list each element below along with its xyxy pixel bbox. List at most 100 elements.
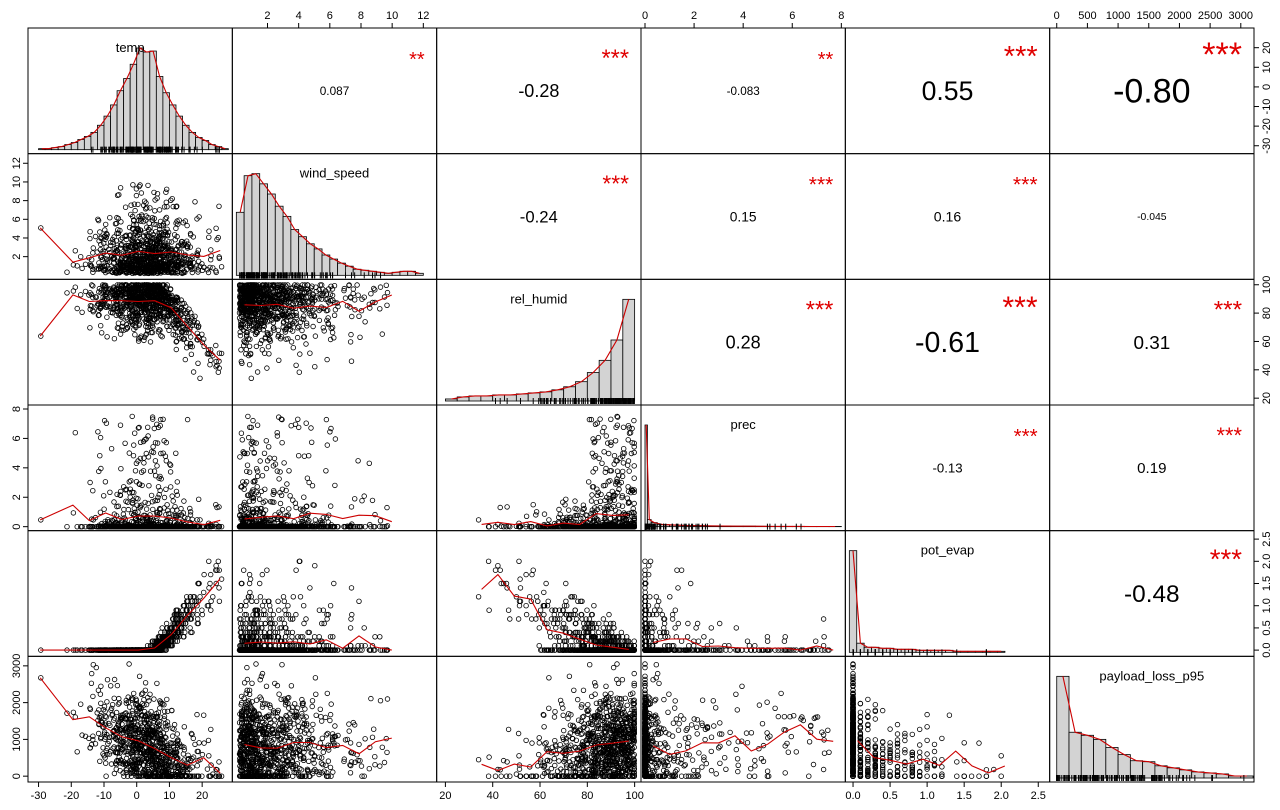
- scatter-point: [72, 248, 78, 254]
- scatter-point: [124, 499, 131, 505]
- scatter-point: [138, 190, 145, 196]
- scatter-point: [361, 493, 367, 499]
- scatter-point: [342, 295, 349, 301]
- scatter-point: [74, 524, 80, 530]
- scatter-point: [135, 201, 141, 208]
- scatter-point: [350, 290, 356, 297]
- scatter-point: [307, 350, 313, 356]
- histogram-bar: [155, 76, 164, 151]
- scatter-point: [132, 207, 138, 214]
- scatter-point: [348, 358, 355, 364]
- histogram-bar: [306, 243, 315, 276]
- scatter-point: [82, 261, 89, 267]
- panel-1-1: wind_speed: [231, 153, 438, 280]
- scatter-point: [170, 498, 176, 504]
- scatter-point: [197, 375, 203, 381]
- scatter-point: [287, 493, 293, 499]
- scatter-point: [297, 351, 303, 357]
- scatter-point: [303, 341, 309, 347]
- scatter-point: [266, 351, 272, 357]
- scatter-point: [296, 453, 302, 459]
- scatter-point: [107, 214, 113, 221]
- scatter-point: [102, 221, 109, 228]
- scatter-point: [90, 488, 96, 494]
- scatter-point: [294, 334, 301, 341]
- scatter-point: [135, 509, 141, 515]
- scatter-point: [286, 506, 292, 512]
- panel-2-1: [231, 278, 438, 406]
- scatter-point: [259, 347, 265, 353]
- histogram-bar: [610, 339, 624, 402]
- scatter-point: [97, 453, 103, 459]
- scatter-point: [208, 357, 214, 363]
- scatter-point: [97, 229, 103, 235]
- scatter-point: [146, 483, 152, 489]
- scatter-point: [206, 234, 212, 240]
- scatter-point: [129, 237, 135, 244]
- scatter-point: [328, 503, 334, 509]
- scatter-point: [145, 182, 151, 189]
- scatter-point: [294, 325, 301, 331]
- histogram-bar: [162, 92, 170, 151]
- density-curve: [41, 47, 226, 150]
- scatter-point: [148, 492, 155, 499]
- panel-1-0: [27, 153, 233, 280]
- variable-label: rel_humid: [510, 291, 567, 306]
- scatter-point: [218, 264, 225, 270]
- scatter-point: [205, 269, 212, 276]
- scatter-point: [270, 320, 277, 326]
- scatter-point: [104, 314, 110, 320]
- scatter-point: [126, 450, 132, 456]
- histogram-bar: [123, 78, 131, 151]
- scatter-point: [274, 430, 280, 436]
- panel-3-1: [231, 404, 438, 532]
- scatter-point: [128, 478, 134, 484]
- scatter-point: [187, 505, 193, 512]
- scatter-point: [143, 506, 150, 512]
- scatter-point: [199, 267, 206, 273]
- scatter-point: [366, 460, 372, 466]
- scatter-point: [216, 203, 222, 209]
- scatter-point: [286, 468, 292, 474]
- scatter-point: [162, 216, 169, 222]
- histogram-bar: [415, 272, 424, 276]
- scatter-point: [356, 313, 362, 319]
- scatter-point: [349, 313, 355, 320]
- scatter-point: [284, 481, 290, 487]
- scatter-point: [152, 458, 159, 464]
- histogram-bar: [444, 398, 458, 402]
- scatter-point: [264, 365, 270, 371]
- scatter-point: [97, 323, 104, 329]
- scatter-point: [167, 469, 174, 475]
- scatter-point: [104, 334, 110, 340]
- scatter-point: [257, 496, 263, 502]
- scatter-point: [266, 444, 272, 450]
- scatter-point: [379, 331, 385, 337]
- scatter-point: [181, 498, 187, 504]
- histogram-bar: [492, 394, 505, 402]
- scatter-point: [384, 504, 390, 511]
- scatter-point: [143, 217, 149, 223]
- scatter-point: [301, 494, 307, 500]
- scatter-point: [323, 468, 329, 474]
- scatter-point: [348, 331, 354, 338]
- scatter-point: [88, 282, 95, 288]
- scatter-point: [121, 506, 127, 513]
- scatter-point: [70, 510, 77, 516]
- scatter-point: [131, 201, 138, 207]
- histogram-bar: [169, 104, 177, 151]
- scatter-point: [118, 219, 124, 225]
- scatter-point: [117, 422, 124, 428]
- histogram-bar: [110, 104, 118, 151]
- scatter-point: [383, 282, 389, 288]
- scatter-point: [90, 266, 96, 272]
- scatter-point: [114, 214, 120, 221]
- scatter-point: [169, 195, 175, 202]
- scatter-point: [153, 228, 159, 235]
- scatter-point: [90, 250, 96, 256]
- scatter-point: [160, 222, 167, 229]
- scatter-point: [132, 468, 139, 474]
- scatter-point: [384, 289, 391, 296]
- scatter-point: [142, 499, 148, 506]
